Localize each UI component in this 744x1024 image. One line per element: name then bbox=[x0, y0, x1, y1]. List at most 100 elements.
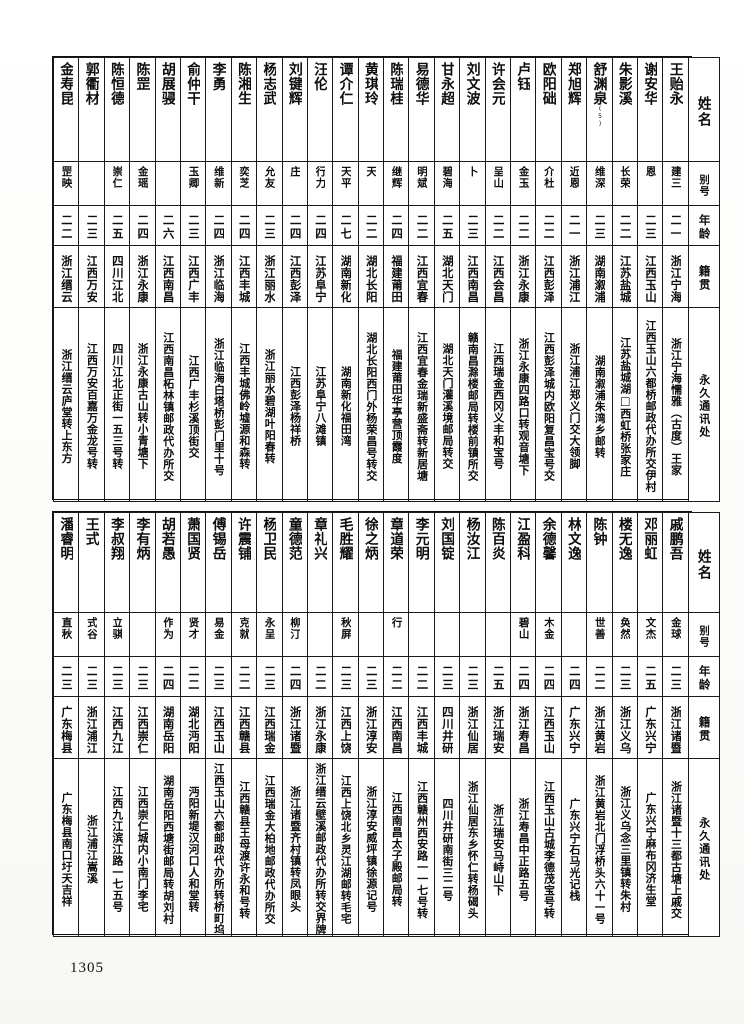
age-text: 二三 bbox=[441, 665, 453, 692]
alias-text: 易金 bbox=[213, 617, 224, 640]
cell-age: 二二 bbox=[611, 205, 638, 246]
cell-native: 浙江诸暨 bbox=[662, 696, 689, 759]
name-text: 余德馨 bbox=[541, 517, 556, 561]
cell-native: 浙江黄岩 bbox=[586, 696, 613, 759]
cell-native: 浙江临海 bbox=[205, 245, 232, 308]
cell-alias: 维深 bbox=[586, 161, 613, 206]
cell-name: 许震铺 bbox=[230, 512, 258, 613]
address-text: 江西彭泽城内欧阳复昌宝号交 bbox=[542, 331, 555, 482]
cell-name: 杨志武 bbox=[256, 57, 283, 162]
cell-age: 二三 bbox=[433, 656, 461, 697]
alias-text: 金球 bbox=[670, 617, 681, 640]
address-text: 江西宜春金瑞新盛斋转新居塘 bbox=[415, 331, 428, 482]
native-text: 湖南溆浦 bbox=[593, 254, 606, 303]
cell-alias: 天 bbox=[357, 161, 385, 206]
address-text: 江西玉山古城李德茂宝号转 bbox=[542, 780, 555, 919]
cell-name: 楼无逸 bbox=[611, 512, 638, 613]
cell-alias: 木金 bbox=[535, 612, 562, 657]
address-text: 浙江淳安威坪镇徐源记号 bbox=[364, 786, 377, 913]
alias-text: 明斌 bbox=[416, 166, 428, 189]
age-text: 二二 bbox=[238, 665, 250, 692]
address-text: 广东梅县南口圩天吉祥 bbox=[60, 792, 73, 907]
cell-native: 湖北沔阳 bbox=[179, 696, 207, 759]
native-text: 浙江浦江 bbox=[85, 705, 98, 754]
native-text: 江西玉山 bbox=[212, 705, 225, 754]
cell-age: 二三 bbox=[256, 205, 283, 246]
cell-age: 二三 bbox=[103, 656, 131, 697]
age-text: 二四 bbox=[136, 214, 149, 241]
cell-address: 湖南溆浦朱湾乡邮转 bbox=[586, 307, 613, 502]
alias-text: 恩 bbox=[644, 166, 656, 178]
cell-address: 浙江丽水碧湖叶阳春转 bbox=[256, 307, 283, 502]
name-text: 陈恒德 bbox=[109, 62, 125, 106]
cell-alias: 崇仁 bbox=[103, 161, 131, 206]
cell-name: 刘文波 bbox=[459, 57, 486, 162]
cell-alias: 直秋 bbox=[52, 612, 80, 657]
cell-alias bbox=[560, 612, 588, 657]
cell-native: 浙江瑞安 bbox=[484, 696, 512, 759]
native-text: 江西南昌 bbox=[466, 254, 479, 303]
cell-address: 江西广丰杉溪顶街交 bbox=[179, 307, 207, 502]
cell-alias bbox=[459, 612, 486, 657]
address-text: 四川江北正街一五三号转 bbox=[111, 343, 123, 470]
row-header-label: 年龄 bbox=[697, 665, 710, 692]
name-text: 胡若愚 bbox=[160, 517, 175, 561]
address-text: 江西崇仁城内小南门李宅 bbox=[136, 786, 149, 913]
name-text: 汪伦 bbox=[312, 62, 328, 91]
cell-address: 江西南昌柘林镇邮政代办所交 bbox=[154, 307, 181, 502]
native-text: 四川井研 bbox=[441, 705, 453, 754]
cell-native: 江苏盐城 bbox=[611, 245, 638, 308]
cell-native: 江西玉山 bbox=[636, 245, 664, 308]
cell-native: 江西彭泽 bbox=[281, 245, 308, 308]
cell-native: 湖南新化 bbox=[332, 245, 359, 308]
cell-native: 浙江浦江 bbox=[560, 245, 588, 308]
cell-alias: 金球 bbox=[662, 612, 689, 657]
cell-name: 戚鹏吾 bbox=[662, 512, 689, 613]
cell-age: 二二 bbox=[535, 205, 562, 246]
age-text: 二二 bbox=[415, 665, 428, 692]
cell-name: 潘睿明 bbox=[52, 512, 80, 613]
row-header-alias: 别号 bbox=[687, 612, 720, 657]
age-text: 二一 bbox=[568, 214, 580, 241]
alias-text: 罡映 bbox=[60, 166, 72, 189]
address-text: 浙江仙居东乡怀仁转杨碣头 bbox=[466, 780, 479, 919]
cell-alias: 式谷 bbox=[78, 612, 105, 657]
native-text: 江西丰城 bbox=[238, 254, 250, 303]
cell-native: 浙江永康 bbox=[306, 696, 334, 759]
alias-text: 天平 bbox=[340, 166, 351, 189]
cell-alias: 克就 bbox=[230, 612, 258, 657]
cell-alias: 柳汀 bbox=[281, 612, 308, 657]
alias-text: 奂然 bbox=[619, 617, 631, 640]
cell-alias: 允友 bbox=[256, 161, 283, 206]
cell-alias: 金瑶 bbox=[129, 161, 156, 206]
native-text: 江西九江 bbox=[111, 705, 123, 754]
native-text: 湖北沔阳 bbox=[187, 705, 199, 754]
name-text: 谢安华 bbox=[643, 62, 658, 106]
address-text: 江苏盐城湖□西虹桥张家庄 bbox=[618, 336, 631, 477]
alias-text: 碧山 bbox=[517, 617, 529, 640]
row-header-label: 姓名 bbox=[696, 548, 711, 581]
age-text: 二二 bbox=[365, 214, 377, 241]
native-text: 江西宜春 bbox=[415, 254, 428, 303]
table-row: 金寿昆 郭衢材 陈恒德 陈罡 胡展骎 俞仲干 李勇 陈湘生 杨志武 刘键辉 汪伦 谭介仁 黄琪玲 陈瑞桂易… bbox=[52, 57, 720, 162]
alias-text: 庄 bbox=[289, 166, 301, 178]
native-text: 浙江淳安 bbox=[365, 705, 377, 754]
name-text: 江盈科 bbox=[516, 517, 531, 561]
cell-address: 江西九江滨江路一七五号 bbox=[103, 758, 131, 937]
name-text: 欧阳础 bbox=[541, 62, 556, 106]
native-text: 江苏阜宁 bbox=[314, 254, 326, 303]
cell-age: 二三 bbox=[179, 205, 207, 246]
age-text: 二三 bbox=[263, 665, 276, 692]
native-text: 江西赣县 bbox=[238, 705, 250, 754]
cell-native: 广东兴宁 bbox=[636, 696, 664, 759]
cell-age: 二二 bbox=[408, 656, 435, 697]
cell-native: 湖南岳阳 bbox=[154, 696, 181, 759]
cell-alias: 碧海 bbox=[433, 161, 461, 206]
cell-age: 二三 bbox=[636, 205, 664, 246]
row-header-alias: 别号 bbox=[687, 161, 720, 206]
cell-age: 二三 bbox=[459, 656, 486, 697]
name-text: 刘键辉 bbox=[287, 62, 302, 106]
cell-native: 浙江寿昌 bbox=[510, 696, 537, 759]
cell-alias: 立骐 bbox=[103, 612, 131, 657]
alias-text: 碧海 bbox=[441, 166, 453, 189]
